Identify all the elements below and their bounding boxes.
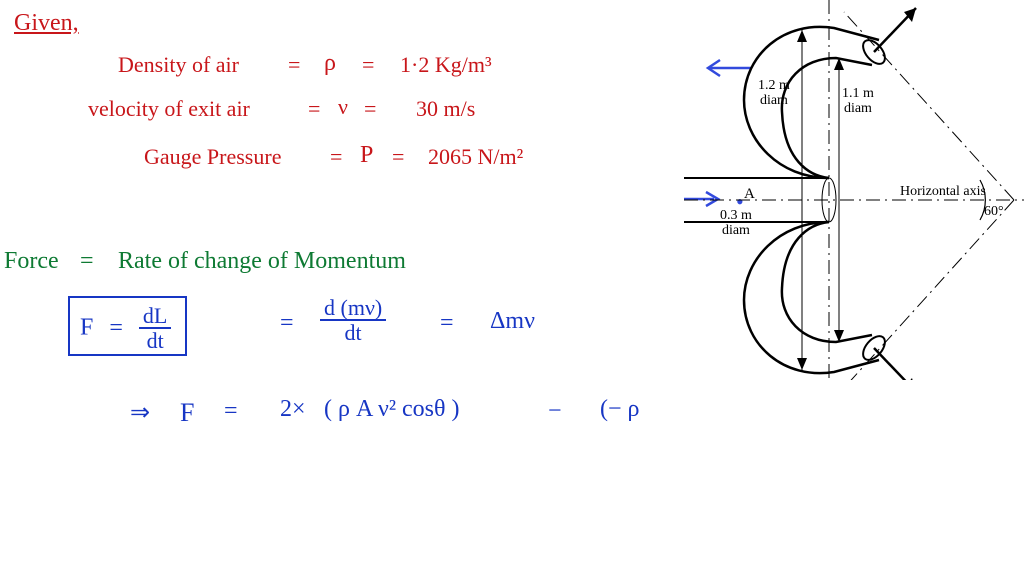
delta-mv: Δmν [490,308,535,335]
density-label: Density of air [118,52,239,78]
eq-sign-4: = [80,248,94,275]
eq-sign-7: = [440,310,454,337]
angle-60: 60° [984,204,1004,219]
eq-sign-6: = [280,310,294,337]
eq-sign-1b: = [362,52,374,78]
dim-1-2m: 1.2 mdiam [758,78,790,109]
dt-den2: dt [320,321,386,344]
rate-phrase: Rate of change of Momentum [118,248,406,275]
pressure-value: 2065 N/m² [428,144,523,170]
eq-sign-3b: = [392,144,404,170]
tail-term: (− ρ [600,396,640,423]
pressure-label: Gauge Pressure [144,144,281,170]
boxed-equation: F = dL dt [68,296,187,356]
dL-over-dt: dL dt [139,304,171,352]
dmv-over-dt: d (mν) dt [320,296,386,344]
eq-sign-5: = [97,315,135,341]
velocity-symbol: ν [338,94,348,120]
density-symbol: ρ [324,50,336,77]
paren-term: ( ρ A ν² cosθ ) [324,396,460,423]
pressure-symbol: P [360,142,373,169]
dmv-num: d (mν) [320,296,386,321]
force-word: Force [4,248,59,275]
nozzle-diagram: 1.2 mdiam 1.1 mdiam A 0.3 mdiam Horizont… [684,0,1024,380]
two-x: 2× [280,396,306,423]
point-A-label: A [744,186,755,203]
dim-1-1m: 1.1 mdiam [842,86,874,117]
dt-den: dt [139,329,171,352]
eq-sign-3a: = [330,144,342,170]
given-heading: Given, [14,10,79,37]
F-symbol: F [80,315,93,341]
velocity-value: 30 m/s [416,96,475,122]
minus: − [548,398,562,425]
dim-0-3m: 0.3 mdiam [720,208,752,239]
eq-sign-8: = [224,398,238,425]
dL-num: dL [139,304,171,329]
horizontal-axis-label: Horizontal axis [900,184,986,199]
F2: F [180,398,194,428]
eq-sign-2a: = [308,96,320,122]
density-value: 1·2 Kg/m³ [400,52,492,78]
eq-sign-2b: = [364,96,376,122]
velocity-label: velocity of exit air [88,96,250,122]
eq-sign-1a: = [288,52,300,78]
implies-arrow: ⇒ [130,398,150,427]
